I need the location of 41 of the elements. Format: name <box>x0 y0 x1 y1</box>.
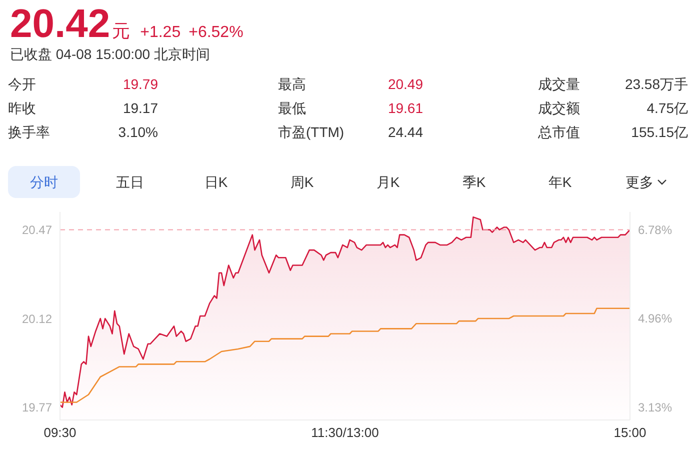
text: 155.15亿 <box>630 124 688 142</box>
text: 更多 <box>626 173 654 192</box>
y2-tick-label: 4.96% <box>638 312 672 326</box>
line-series <box>60 308 630 403</box>
y-tick-label: 20.12 <box>22 312 52 326</box>
text: 分时 <box>30 173 58 192</box>
text: 最高 <box>278 76 306 94</box>
x-tick-label: 11:30/13:00 <box>311 425 379 440</box>
chart-title: 20.42 <box>10 2 110 47</box>
text: 月K <box>376 173 400 192</box>
x-tick-label: 15:00 <box>614 425 646 440</box>
text: 日K <box>204 173 228 192</box>
text: 市盈(TTM) <box>278 124 344 142</box>
text: +6.52% <box>188 24 244 42</box>
text: 周K <box>290 173 314 192</box>
text: 24.44 <box>388 124 423 140</box>
text: 19.17 <box>122 100 158 116</box>
x-tick-label: 09:30 <box>44 425 76 440</box>
text: 元 <box>112 20 130 43</box>
text: 19.61 <box>386 100 423 116</box>
text: 昨收 <box>8 100 36 118</box>
text: 4.75亿 <box>646 100 688 118</box>
y-tick-label: 20.47 <box>22 223 52 238</box>
text: 今开 <box>8 76 36 94</box>
text: 年K <box>548 173 572 192</box>
chart-subtitle: 已收盘 04-08 15:00:00 北京时间 <box>10 46 210 64</box>
text: 总市值 <box>538 124 580 142</box>
text: 3.10% <box>117 124 158 140</box>
text: 最低 <box>278 100 306 118</box>
text: 19.79 <box>122 76 158 92</box>
text: 成交量 <box>538 76 580 94</box>
text: 换手率 <box>8 124 50 142</box>
text: +1.25 <box>140 24 181 42</box>
text: 20.49 <box>386 76 423 92</box>
text: 23.58万手 <box>624 76 688 94</box>
y-tick-label: 19.77 <box>22 400 52 415</box>
y2-tick-label: 6.78% <box>638 223 672 238</box>
text: 五日 <box>116 173 144 192</box>
text: 季K <box>462 173 486 192</box>
text: 成交额 <box>538 100 580 118</box>
y2-tick-label: 3.13% <box>638 400 672 415</box>
